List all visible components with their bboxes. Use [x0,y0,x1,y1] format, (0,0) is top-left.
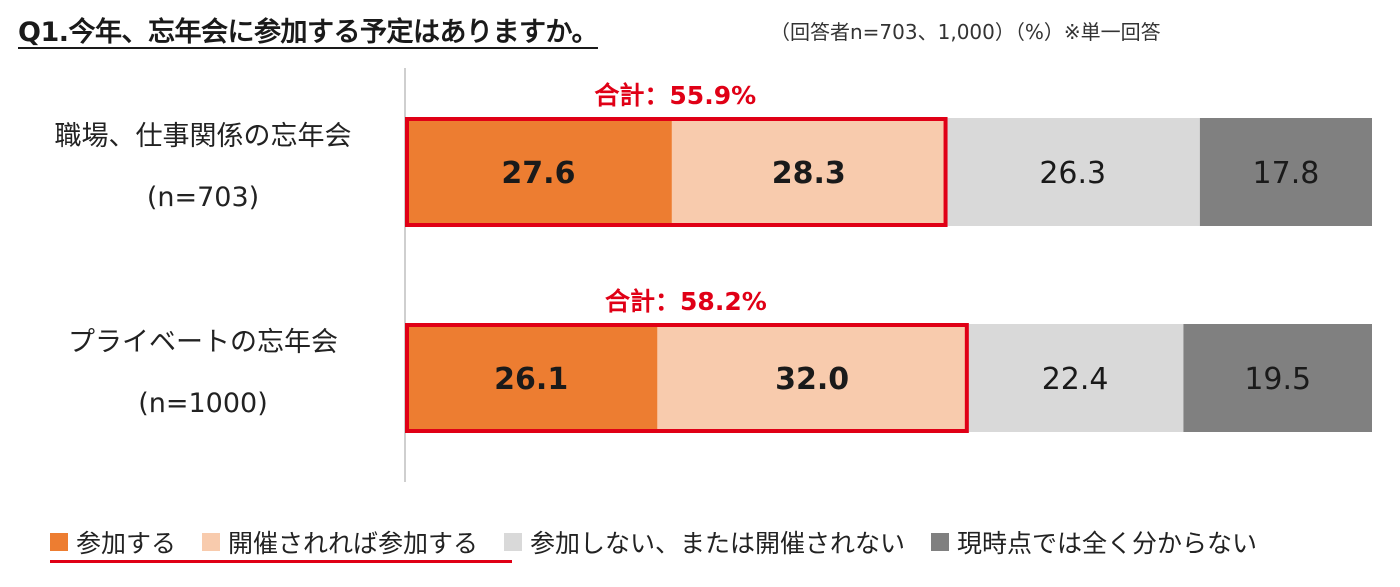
data-label: 17.8 [1253,156,1320,191]
legend-swatch-unknown [931,533,950,551]
legend-item-attend-if-held: 開催されれば参加する [202,524,478,560]
total-label: 合計：58.2% [605,287,767,316]
data-label: 32.0 [775,362,849,397]
bar-segment [405,118,672,226]
bar-segment [945,118,1200,226]
data-label: 26.3 [1039,156,1106,191]
data-label: 19.5 [1244,362,1311,397]
highlight-box [405,117,948,227]
bar-segment [966,324,1184,432]
legend-label-attend: 参加する [76,529,177,558]
bar-segment [1199,118,1372,226]
legend-label-unknown: 現時点では全く分からない [957,529,1258,558]
legend-item-not-attend: 参加しない、または開催されない [504,524,905,560]
data-label: 26.1 [494,362,568,397]
category-n-label: (n=703) [147,182,259,213]
legend-label-not-attend: 参加しない、または開催されない [530,529,906,558]
data-label: 22.4 [1042,362,1109,397]
data-label: 28.3 [772,156,846,191]
legend-item-attend: 参加する [50,524,176,560]
category-n-label: (n=1000) [138,388,268,419]
legend-item-unknown: 現時点では全く分からない [931,524,1257,560]
bar-segment [405,324,658,432]
legend: 参加する 開催されれば参加する 参加しない、または開催されない 現時点では全く分… [50,524,1257,560]
category-label: プライベートの忘年会 [68,327,338,358]
total-label: 合計：55.9% [594,81,756,110]
bar-segment [1183,324,1372,432]
chart-title: Q1.今年、忘年会に参加する予定はありますか。 [18,17,598,48]
bar-segment [657,324,967,432]
category-label: 職場、仕事関係の忘年会 [55,121,352,152]
legend-highlight-underline [50,560,512,563]
chart-subtitle: （回答者n=703、1,000）（%）※単一回答 [770,20,1161,44]
legend-swatch-attend-if-held [202,533,221,551]
stacked-bar-chart: 27.6 28.3 26.3 17.8 合計：55.9% 職場、仕事関係の忘年会 (n=70… [55,68,1372,482]
legend-label-attend-if-held: 開催されれば参加する [228,529,479,558]
highlight-box [405,323,969,433]
legend-swatch-attend [50,533,68,551]
data-label: 27.6 [501,156,575,191]
bar-segment [671,118,946,226]
legend-swatch-not-attend [504,533,523,551]
